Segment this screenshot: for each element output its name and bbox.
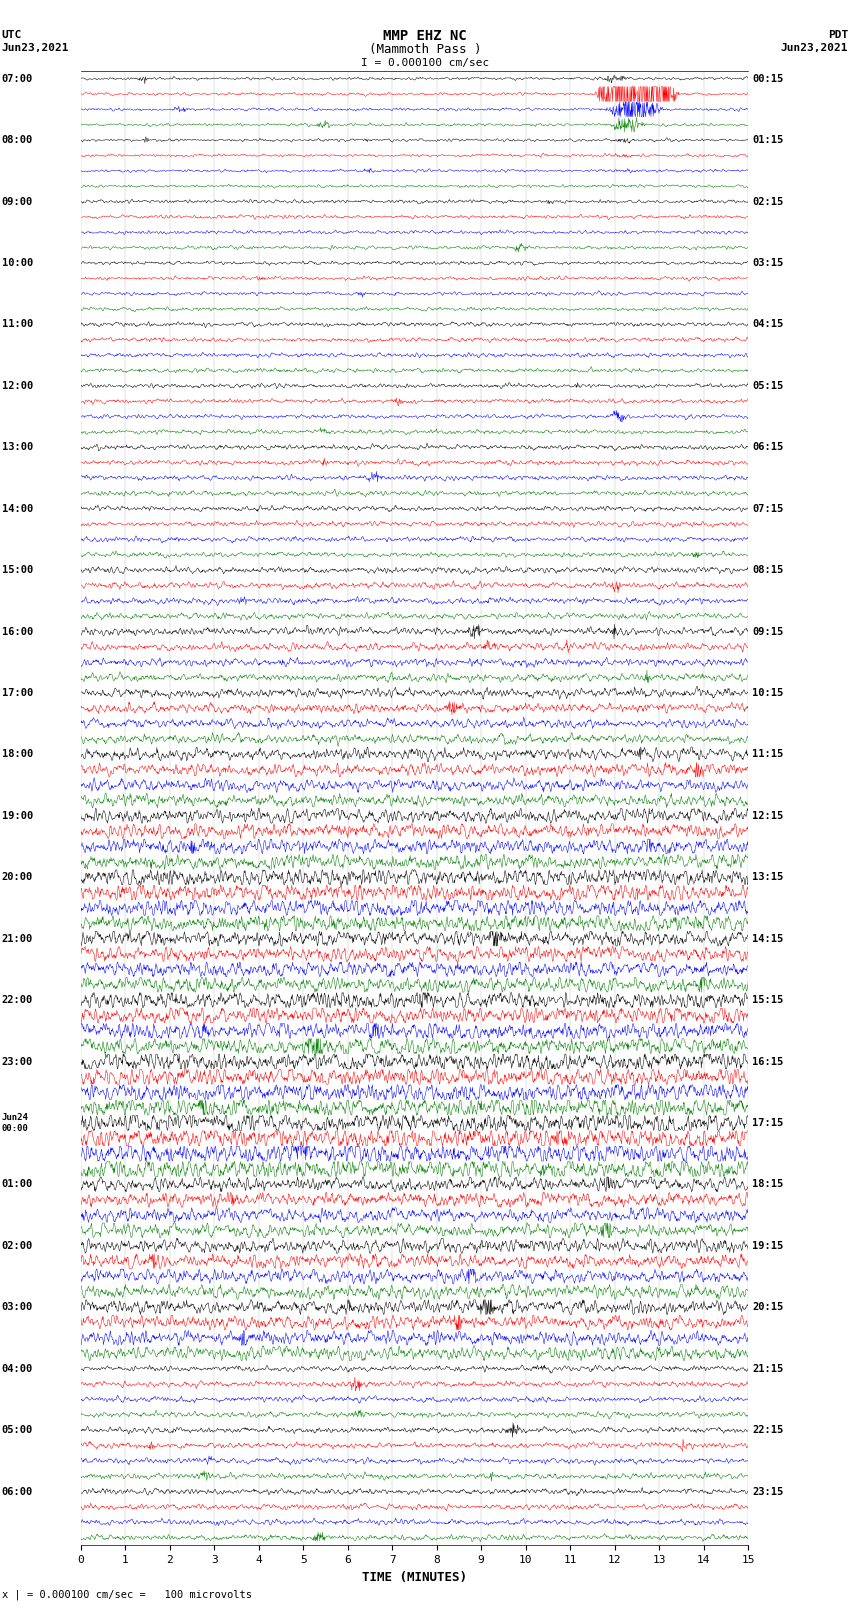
Text: 03:00: 03:00	[2, 1302, 33, 1313]
Text: I = 0.000100 cm/sec: I = 0.000100 cm/sec	[361, 58, 489, 68]
Text: 06:00: 06:00	[2, 1487, 33, 1497]
Text: PDT: PDT	[828, 31, 848, 40]
Text: 20:15: 20:15	[752, 1302, 784, 1313]
Text: 09:00: 09:00	[2, 197, 33, 206]
Text: 17:15: 17:15	[752, 1118, 784, 1127]
Text: 15:15: 15:15	[752, 995, 784, 1005]
Text: 20:00: 20:00	[2, 873, 33, 882]
Text: 18:00: 18:00	[2, 750, 33, 760]
Text: 02:15: 02:15	[752, 197, 784, 206]
Text: (Mammoth Pass ): (Mammoth Pass )	[369, 44, 481, 56]
Text: 00:15: 00:15	[752, 74, 784, 84]
Text: 13:15: 13:15	[752, 873, 784, 882]
Text: 21:15: 21:15	[752, 1363, 784, 1374]
Text: MMP EHZ NC: MMP EHZ NC	[383, 29, 467, 44]
Text: 17:00: 17:00	[2, 687, 33, 698]
Text: 10:15: 10:15	[752, 687, 784, 698]
Text: 23:15: 23:15	[752, 1487, 784, 1497]
Text: 01:15: 01:15	[752, 135, 784, 145]
Text: 19:00: 19:00	[2, 811, 33, 821]
Text: 15:00: 15:00	[2, 565, 33, 576]
Text: 12:15: 12:15	[752, 811, 784, 821]
Text: 18:15: 18:15	[752, 1179, 784, 1189]
Text: 07:00: 07:00	[2, 74, 33, 84]
Text: 16:00: 16:00	[2, 626, 33, 637]
Text: Jun23,2021: Jun23,2021	[781, 44, 848, 53]
Text: 08:15: 08:15	[752, 565, 784, 576]
Text: 03:15: 03:15	[752, 258, 784, 268]
Text: 05:00: 05:00	[2, 1424, 33, 1436]
Text: 13:00: 13:00	[2, 442, 33, 452]
Text: 02:00: 02:00	[2, 1240, 33, 1250]
Text: 08:00: 08:00	[2, 135, 33, 145]
Text: 21:00: 21:00	[2, 934, 33, 944]
Text: Jun23,2021: Jun23,2021	[2, 44, 69, 53]
Text: 16:15: 16:15	[752, 1057, 784, 1066]
Text: 10:00: 10:00	[2, 258, 33, 268]
Text: x | = 0.000100 cm/sec =   100 microvolts: x | = 0.000100 cm/sec = 100 microvolts	[2, 1589, 252, 1600]
Text: 05:15: 05:15	[752, 381, 784, 390]
Text: 22:15: 22:15	[752, 1424, 784, 1436]
Text: 11:00: 11:00	[2, 319, 33, 329]
Text: 11:15: 11:15	[752, 750, 784, 760]
Text: 23:00: 23:00	[2, 1057, 33, 1066]
Text: Jun24
00:00: Jun24 00:00	[2, 1113, 29, 1132]
Text: 14:15: 14:15	[752, 934, 784, 944]
Text: 06:15: 06:15	[752, 442, 784, 452]
X-axis label: TIME (MINUTES): TIME (MINUTES)	[362, 1571, 467, 1584]
Text: 14:00: 14:00	[2, 503, 33, 513]
Text: 04:15: 04:15	[752, 319, 784, 329]
Text: 04:00: 04:00	[2, 1363, 33, 1374]
Text: 12:00: 12:00	[2, 381, 33, 390]
Text: 19:15: 19:15	[752, 1240, 784, 1250]
Text: 07:15: 07:15	[752, 503, 784, 513]
Text: 22:00: 22:00	[2, 995, 33, 1005]
Text: 01:00: 01:00	[2, 1179, 33, 1189]
Text: UTC: UTC	[2, 31, 22, 40]
Text: 09:15: 09:15	[752, 626, 784, 637]
